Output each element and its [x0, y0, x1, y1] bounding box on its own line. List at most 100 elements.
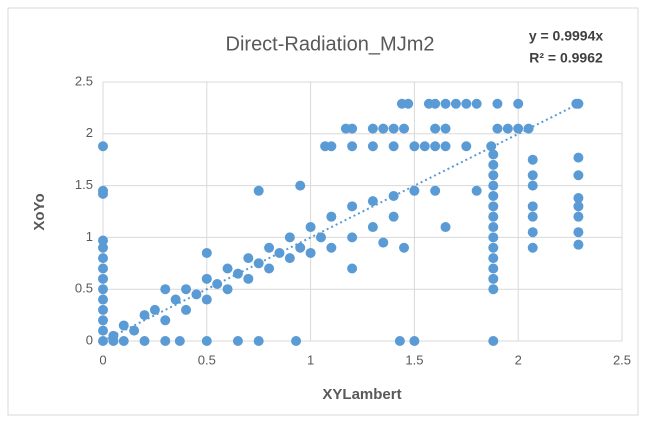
- data-point: [347, 141, 358, 152]
- data-point: [232, 336, 243, 346]
- y-tick-label: 2.5: [75, 73, 93, 88]
- data-point: [430, 123, 441, 134]
- data-point: [98, 263, 108, 274]
- data-point: [488, 211, 499, 222]
- x-tick-label: 2: [515, 352, 522, 367]
- data-point: [419, 141, 430, 152]
- data-point: [440, 141, 451, 152]
- data-point: [191, 289, 202, 300]
- data-point: [399, 242, 410, 253]
- data-point: [295, 180, 306, 191]
- data-point: [573, 170, 584, 181]
- data-point: [488, 180, 499, 191]
- data-point: [160, 315, 171, 326]
- data-point: [488, 201, 499, 212]
- data-point: [461, 98, 472, 109]
- data-point: [573, 201, 584, 212]
- data-point: [573, 227, 584, 238]
- data-point: [513, 98, 524, 109]
- data-point: [284, 232, 295, 243]
- data-point: [367, 141, 378, 152]
- y-tick-label: 2: [86, 125, 93, 140]
- data-point: [295, 242, 306, 253]
- x-tick-label: 1: [307, 352, 314, 367]
- data-point: [488, 232, 499, 243]
- data-point: [488, 263, 499, 274]
- trendline: [102, 103, 579, 342]
- data-point: [264, 263, 275, 274]
- data-point: [488, 222, 499, 233]
- data-point: [527, 201, 538, 212]
- data-point: [450, 98, 461, 109]
- data-point: [98, 242, 108, 253]
- data-point: [367, 123, 378, 134]
- data-point: [488, 149, 499, 160]
- data-point: [222, 284, 233, 295]
- data-point: [409, 185, 420, 196]
- data-point: [440, 123, 451, 134]
- data-point: [367, 196, 378, 207]
- data-point: [378, 237, 389, 248]
- data-point: [471, 98, 482, 109]
- data-point: [488, 159, 499, 170]
- data-point: [347, 263, 358, 274]
- data-point: [305, 247, 316, 258]
- data-point: [291, 336, 302, 346]
- data-point: [573, 211, 584, 222]
- data-point: [527, 227, 538, 238]
- data-point: [160, 336, 171, 346]
- data-point: [98, 235, 108, 246]
- data-point: [378, 123, 389, 134]
- data-point: [222, 263, 233, 274]
- data-point: [488, 253, 499, 264]
- data-point: [527, 242, 538, 253]
- data-point: [488, 336, 499, 346]
- data-point: [201, 336, 212, 346]
- x-tick-label: 0: [99, 352, 106, 367]
- data-point: [170, 294, 181, 305]
- data-point: [253, 258, 264, 269]
- data-point: [149, 304, 160, 315]
- data-point: [527, 180, 538, 191]
- data-point: [129, 325, 140, 336]
- y-tick-label: 1.5: [75, 177, 93, 192]
- data-point: [430, 185, 441, 196]
- data-point: [492, 98, 503, 109]
- x-tick-label: 0.5: [198, 352, 216, 367]
- data-point: [98, 294, 108, 305]
- data-point: [98, 185, 108, 196]
- data-point: [488, 170, 499, 181]
- data-point: [502, 123, 513, 134]
- data-point: [98, 304, 108, 315]
- y-tick-label: 0.5: [75, 281, 93, 296]
- chart-frame: [7, 7, 639, 416]
- data-point: [174, 336, 185, 346]
- data-point: [388, 190, 399, 201]
- x-tick-label: 2.5: [613, 352, 631, 367]
- data-point: [488, 242, 499, 253]
- data-point: [98, 325, 108, 336]
- data-point: [573, 98, 584, 109]
- data-point: [305, 222, 316, 233]
- data-point: [139, 310, 150, 321]
- data-point: [347, 201, 358, 212]
- r-squared: R² = 0.9962: [529, 50, 603, 66]
- data-point: [409, 336, 420, 346]
- data-point: [98, 141, 108, 152]
- data-point: [347, 232, 358, 243]
- data-point: [118, 336, 129, 346]
- data-point: [326, 211, 337, 222]
- data-point: [160, 284, 171, 295]
- data-point: [264, 242, 275, 253]
- trendline-equation: y = 0.9994x: [529, 28, 604, 44]
- data-point: [440, 98, 451, 109]
- data-point: [201, 273, 212, 284]
- data-point: [118, 320, 129, 331]
- data-point: [98, 315, 108, 326]
- data-point: [488, 190, 499, 201]
- data-point: [98, 253, 108, 264]
- data-point: [488, 284, 499, 295]
- data-point: [573, 193, 584, 204]
- data-point: [201, 247, 212, 258]
